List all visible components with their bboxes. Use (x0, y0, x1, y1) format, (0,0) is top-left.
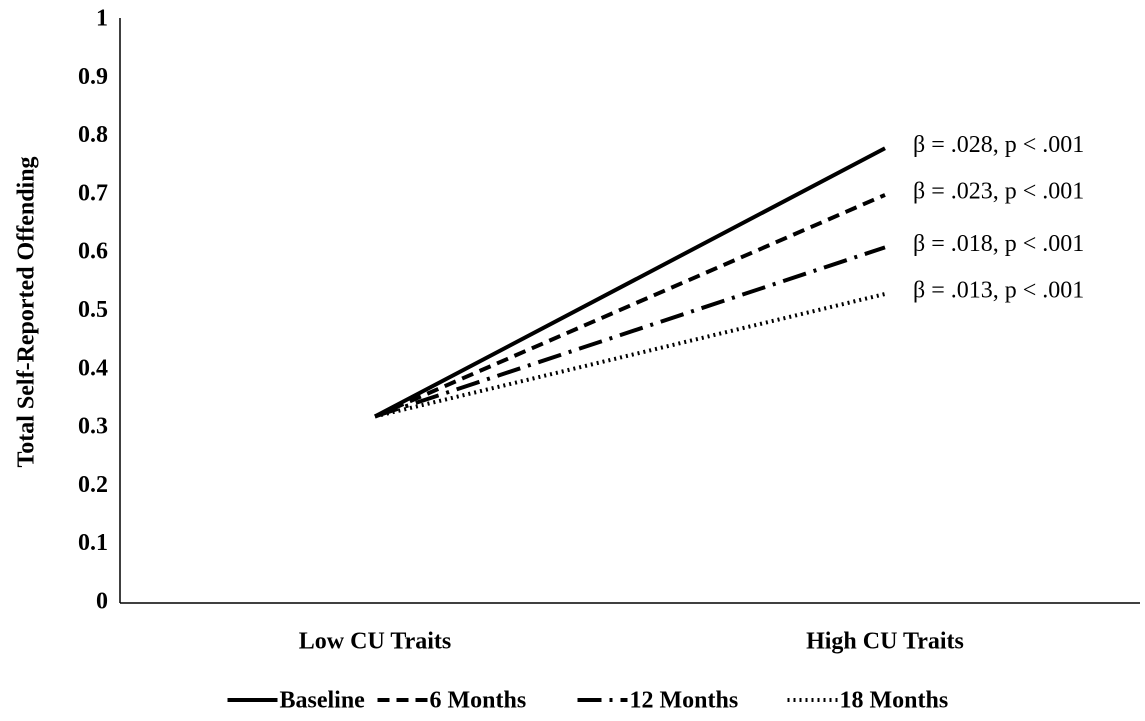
y-axis-label: Total Self-Reported Offending (14, 156, 40, 467)
y-tick-label: 0.5 (78, 297, 108, 323)
annotation: β = .028, p < .001 (913, 132, 1084, 158)
annotation: β = .018, p < .001 (913, 231, 1084, 257)
y-tick-label: 1 (96, 6, 108, 32)
series-line (374, 292, 886, 419)
y-tick-label: 0.2 (78, 472, 108, 498)
y-tick-label: 0.6 (78, 239, 108, 265)
y-tick-label: 0 (96, 589, 108, 615)
y-tick-label: 0.3 (78, 414, 108, 440)
legend-label: 18 Months (840, 688, 949, 714)
series-line (374, 146, 886, 419)
y-tick-label: 0.1 (78, 530, 108, 556)
legend-label: 12 Months (630, 688, 739, 714)
y-tick-label: 0.8 (78, 122, 108, 148)
x-tick-label: Low CU Traits (299, 629, 451, 655)
y-tick-label: 0.7 (78, 180, 108, 206)
x-tick-label: High CU Traits (806, 629, 964, 655)
series-line (374, 245, 886, 419)
series-line (374, 193, 886, 419)
legend-label: 6 Months (430, 688, 527, 714)
annotation: β = .023, p < .001 (913, 178, 1084, 204)
y-tick-label: 0.4 (78, 355, 108, 381)
y-tick-label: 0.9 (78, 64, 108, 90)
annotation: β = .013, p < .001 (913, 278, 1084, 304)
legend-label: Baseline (280, 688, 366, 714)
